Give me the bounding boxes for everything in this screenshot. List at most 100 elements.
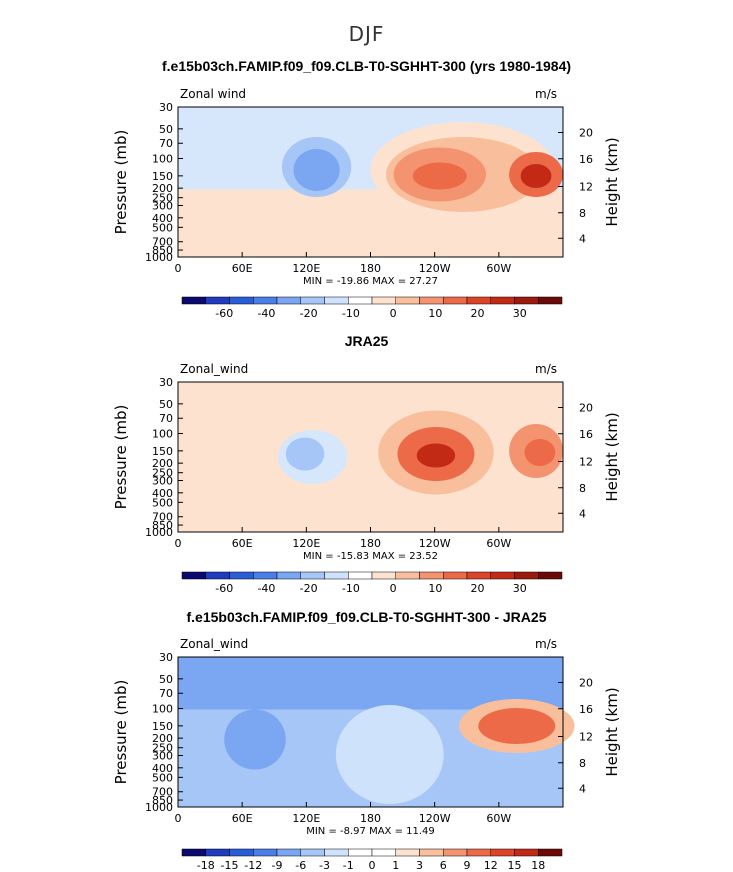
colorbar-label: 0	[390, 307, 397, 320]
x-tick-label: 60E	[232, 812, 253, 825]
y2-axis-label: Height (km)	[603, 137, 621, 226]
jet-core	[412, 162, 467, 190]
panel-2-plot	[177, 381, 564, 580]
colorbar-label: -10	[342, 307, 360, 320]
min-max-label: MIN = -19.86 MAX = 27.27	[303, 276, 438, 287]
y2-tick-label: 8	[579, 207, 586, 220]
y2-tick-label: 16	[579, 703, 593, 716]
variable-label: Zonal wind	[180, 87, 246, 101]
colorbar-label: 30	[513, 307, 527, 320]
colorbar-label: -3	[319, 859, 330, 872]
colorbar-swatch	[490, 571, 515, 580]
x-tick-label: 180	[360, 262, 381, 275]
x-tick-label: 0	[175, 537, 182, 550]
colorbar-label: -18	[197, 859, 215, 872]
colorbar-swatch	[229, 571, 254, 580]
colorbar-swatch	[324, 296, 349, 305]
colorbar-swatch	[300, 296, 325, 305]
colorbar-swatch	[371, 571, 396, 580]
y-tick-label: 700	[152, 511, 173, 524]
colorbar-swatch	[348, 296, 373, 305]
y-tick-label: 300	[152, 199, 173, 212]
colorbar-swatch	[229, 848, 254, 857]
y-tick-label: 400	[152, 762, 173, 775]
y-tick-label: 30	[159, 651, 173, 664]
colorbar-label: 0	[390, 582, 397, 595]
colorbar-swatch	[205, 571, 230, 580]
min-max-label: MIN = -15.83 MAX = 23.52	[303, 551, 438, 562]
x-tick-label: 60W	[486, 262, 511, 275]
colorbar-swatch	[538, 296, 563, 305]
colorbar-swatch	[371, 296, 396, 305]
colorbar-label: 10	[428, 307, 442, 320]
colorbar-label: -60	[215, 307, 233, 320]
colorbar-label: 6	[440, 859, 447, 872]
negative-core	[285, 437, 325, 471]
y-axis-label: Pressure (mb)	[112, 405, 130, 510]
colorbar-label: 15	[508, 859, 522, 872]
colorbar-swatch	[348, 571, 373, 580]
page-title: DJF	[348, 22, 385, 46]
colorbar-swatch	[253, 848, 278, 857]
colorbar-swatch	[253, 296, 278, 305]
x-tick-label: 60E	[232, 537, 253, 550]
y-tick-label: 150	[152, 445, 173, 458]
colorbar-swatch	[300, 571, 325, 580]
colorbar-swatch	[181, 296, 206, 305]
colorbar-swatch	[538, 848, 563, 857]
y-tick-label: 400	[152, 487, 173, 500]
y2-tick-label: 16	[579, 428, 593, 441]
y-tick-label: 70	[159, 137, 173, 150]
panel-3-title: f.e15b03ch.FAMIP.f09_f09.CLB-T0-SGHHT-30…	[186, 609, 547, 625]
y-tick-label: 50	[159, 673, 173, 686]
y-tick-label: 70	[159, 412, 173, 425]
colorbar-label: 30	[513, 582, 527, 595]
units-label: m/s	[535, 637, 557, 651]
colorbar-swatch	[466, 571, 491, 580]
colorbar-label: 10	[428, 582, 442, 595]
colorbar-swatch	[419, 296, 444, 305]
y-tick-label: 30	[159, 376, 173, 389]
negative-west	[224, 709, 286, 770]
colorbar-label: -20	[300, 582, 318, 595]
panel-1-title: f.e15b03ch.FAMIP.f09_f09.CLB-T0-SGHHT-30…	[161, 58, 572, 74]
colorbar-label: -9	[272, 859, 283, 872]
panel-2-title: JRA25	[344, 333, 389, 349]
colorbar-swatch	[538, 571, 563, 580]
x-tick-label: 120E	[292, 262, 320, 275]
y2-tick-label: 20	[579, 402, 593, 415]
y-tick-label: 300	[152, 749, 173, 762]
colorbar-swatch	[443, 848, 468, 857]
jet-core	[416, 443, 456, 468]
y-tick-label: 700	[152, 786, 173, 799]
y2-tick-label: 12	[579, 181, 593, 194]
colorbar-swatch	[490, 848, 515, 857]
y-tick-label: 70	[159, 687, 173, 700]
colorbar-swatch	[229, 296, 254, 305]
colorbar-swatch	[371, 848, 396, 857]
y-tick-label: 1000	[145, 526, 173, 539]
y-tick-label: 250	[152, 192, 173, 205]
colorbar-swatch	[348, 848, 373, 857]
colorbar-swatch	[490, 296, 515, 305]
y-tick-label: 250	[152, 467, 173, 480]
positive-core	[478, 708, 556, 744]
colorbar-label: 18	[531, 859, 545, 872]
jet-east-core	[520, 164, 552, 188]
x-tick-label: 120W	[419, 262, 451, 275]
colorbar-swatch	[181, 848, 206, 857]
colorbar-swatch	[276, 571, 301, 580]
variable-label: Zonal_wind	[180, 362, 248, 376]
x-tick-label: 180	[360, 812, 381, 825]
y-tick-label: 200	[152, 732, 173, 745]
units-label: m/s	[535, 362, 557, 376]
y-tick-label: 200	[152, 457, 173, 470]
colorbar-swatch	[419, 848, 444, 857]
y-tick-label: 500	[152, 496, 173, 509]
x-tick-label: 120E	[292, 812, 320, 825]
y-tick-label: 100	[152, 153, 173, 166]
colorbar-label: 9	[464, 859, 471, 872]
y-tick-label: 850	[152, 519, 173, 532]
x-tick-label: 60W	[486, 537, 511, 550]
